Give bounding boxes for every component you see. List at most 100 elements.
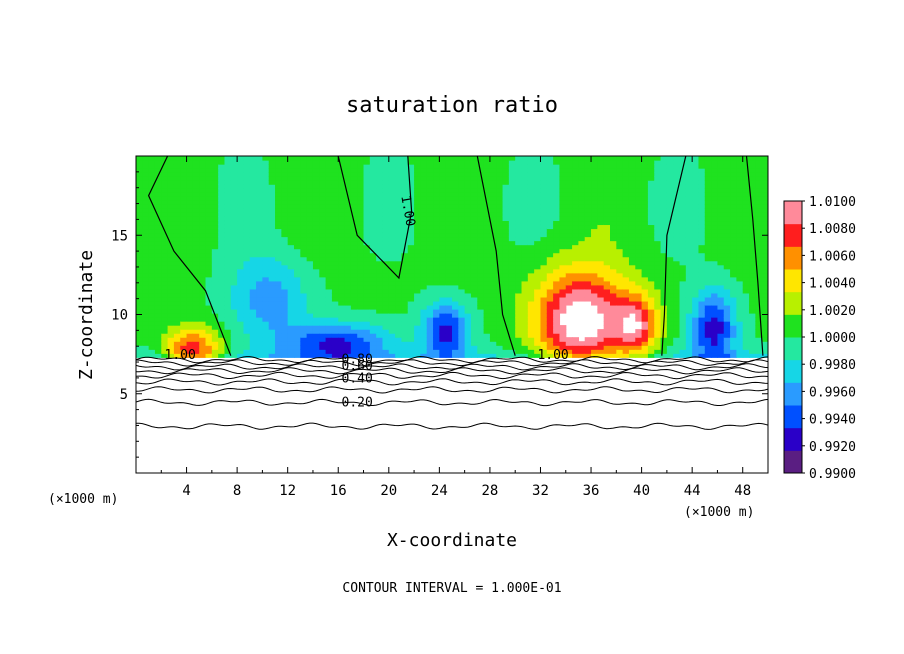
heatmap-cell (647, 176, 655, 181)
heatmap-cell (730, 341, 737, 346)
heatmap-cell (249, 296, 257, 302)
heatmap-cell (489, 248, 497, 254)
heatmap-cell (698, 164, 706, 169)
heatmap-cell (483, 349, 491, 354)
heatmap-cell (521, 264, 529, 270)
heatmap-cell (553, 188, 561, 193)
heatmap-cell (553, 168, 561, 173)
heatmap-cell (641, 268, 649, 274)
heatmap-cell (230, 236, 238, 242)
heatmap-cell (527, 268, 535, 274)
heatmap-cell (704, 280, 712, 286)
heatmap-cell (730, 272, 737, 278)
heatmap-cell (262, 317, 270, 322)
heatmap-cell (616, 256, 624, 262)
heatmap-cell (452, 300, 459, 306)
heatmap-cell (559, 308, 567, 314)
heatmap-cell (666, 284, 674, 290)
heatmap-cell (395, 280, 403, 286)
heatmap-cell (692, 353, 700, 358)
heatmap-cell (249, 212, 257, 217)
heatmap-cell (458, 288, 466, 294)
heatmap-cell (249, 329, 257, 334)
heatmap-cell (489, 308, 497, 314)
heatmap-cell (458, 296, 466, 302)
heatmap-cell (496, 168, 504, 173)
heatmap-cell (591, 268, 598, 274)
heatmap-cell (306, 337, 314, 342)
heatmap-cell (192, 256, 200, 262)
heatmap-cell (515, 184, 523, 189)
heatmap-cell (679, 313, 687, 318)
heatmap-cell (357, 288, 365, 294)
heatmap-cell (489, 192, 497, 197)
heatmap-cell (249, 313, 257, 318)
heatmap-cell (749, 325, 756, 330)
heatmap-cell (584, 272, 592, 278)
heatmap-cell (635, 341, 643, 346)
heatmap-cell (199, 224, 207, 230)
heatmap-cell (572, 337, 579, 342)
heatmap-cell (142, 292, 150, 298)
heatmap-cell (136, 224, 143, 230)
heatmap-cell (647, 304, 655, 310)
heatmap-cell (186, 337, 194, 342)
heatmap-cell (420, 212, 428, 217)
contour-line (136, 386, 768, 394)
heatmap-cell (136, 284, 143, 290)
heatmap-cell (717, 168, 725, 173)
heatmap-cell (414, 349, 421, 354)
heatmap-cell (622, 156, 630, 161)
heatmap-cell (597, 264, 605, 270)
heatmap-cell (161, 325, 169, 330)
heatmap-cell (363, 236, 371, 242)
heatmap-cell (350, 349, 358, 354)
heatmap-cell (622, 260, 630, 266)
heatmap-cell (401, 212, 409, 217)
heatmap-cell (331, 232, 339, 238)
heatmap-cell (527, 232, 535, 238)
heatmap-cell (180, 248, 188, 254)
heatmap-cell (294, 333, 301, 338)
heatmap-cell (546, 204, 554, 209)
heatmap-cell (218, 172, 226, 177)
heatmap-cell (186, 260, 194, 266)
heatmap-cell (565, 168, 573, 173)
heatmap-cell (186, 244, 194, 250)
heatmap-cell (325, 176, 333, 181)
heatmap-cell (211, 216, 219, 222)
heatmap-cell (237, 288, 245, 294)
heatmap-cell (420, 172, 428, 177)
heatmap-cell (218, 180, 226, 185)
heatmap-cell (685, 252, 693, 258)
heatmap-cell (591, 212, 598, 217)
heatmap-cell (262, 196, 270, 201)
heatmap-cell (186, 308, 194, 314)
heatmap-cell (414, 280, 421, 286)
heatmap-cell (477, 180, 485, 185)
heatmap-cell (742, 204, 750, 209)
heatmap-cell (711, 337, 719, 342)
heatmap-cell (407, 349, 415, 354)
heatmap-cell (401, 325, 409, 330)
heatmap-cell (534, 220, 542, 226)
heatmap-cell (508, 212, 516, 217)
heatmap-cell (477, 333, 485, 338)
heatmap-cell (736, 264, 744, 270)
heatmap-cell (350, 284, 358, 290)
heatmap-cell (249, 160, 257, 165)
heatmap-cell (325, 345, 333, 350)
heatmap-cell (433, 300, 440, 306)
heatmap-cell (458, 212, 466, 217)
heatmap-cell (698, 272, 706, 278)
heatmap-cell (540, 296, 548, 302)
heatmap-cell (407, 317, 415, 322)
heatmap-cell (388, 180, 396, 185)
heatmap-cell (641, 192, 649, 197)
heatmap-cell (458, 280, 466, 286)
heatmap-cell (275, 184, 282, 189)
heatmap-cell (723, 176, 731, 181)
heatmap-cell (508, 264, 516, 270)
heatmap-cell (591, 160, 598, 165)
heatmap-cell (262, 200, 270, 205)
